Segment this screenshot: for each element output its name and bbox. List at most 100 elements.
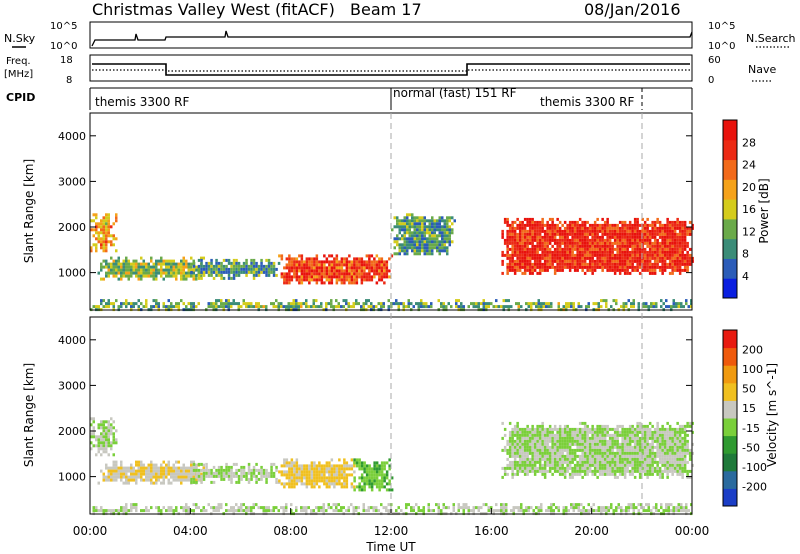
- data-cell: [608, 265, 612, 269]
- data-cell: [165, 509, 168, 513]
- data-cell: [663, 232, 667, 236]
- data-cell: [568, 262, 572, 266]
- data-cell: [132, 259, 135, 263]
- data-cell: [237, 468, 241, 472]
- data-cell: [643, 457, 647, 461]
- data-cell: [422, 305, 425, 309]
- data-cell: [658, 253, 662, 257]
- data-cell: [628, 442, 632, 446]
- data-cell: [608, 442, 612, 446]
- data-cell: [152, 271, 155, 275]
- data-cell: [586, 460, 589, 464]
- data-cell: [618, 424, 622, 428]
- data-cell: [511, 463, 514, 467]
- data-cell: [568, 433, 572, 437]
- data-cell: [165, 466, 168, 470]
- data-cell: [573, 430, 577, 434]
- data-cell: [628, 220, 632, 224]
- data-cell: [632, 302, 635, 306]
- data-cell: [260, 305, 263, 309]
- data-cell: [576, 229, 579, 233]
- data-cell: [167, 509, 170, 513]
- data-cell: [623, 247, 627, 251]
- data-cell: [681, 451, 684, 455]
- data-cell: [603, 229, 607, 233]
- data-cell: [230, 261, 233, 265]
- data-cell: [618, 472, 622, 476]
- data-cell: [382, 506, 385, 510]
- data-cell: [112, 432, 115, 436]
- data-cell: [240, 471, 243, 475]
- data-cell: [618, 442, 622, 446]
- data-cell: [571, 448, 574, 452]
- data-cell: [643, 232, 647, 236]
- data-cell: [170, 265, 173, 269]
- data-cell: [418, 225, 421, 229]
- data-cell: [646, 475, 649, 479]
- data-cell: [165, 259, 168, 263]
- data-cell: [298, 269, 301, 273]
- data-cell: [576, 454, 579, 458]
- data-cell: [641, 244, 644, 248]
- data-cell: [335, 509, 338, 513]
- data-cell: [683, 433, 687, 437]
- data-cell: [633, 466, 637, 470]
- data-cell: [338, 473, 341, 477]
- data-cell: [200, 462, 203, 466]
- data-cell: [616, 463, 619, 467]
- data-cell: [92, 243, 95, 247]
- data-cell: [648, 463, 652, 467]
- data-cell: [102, 228, 105, 232]
- data-cell: [688, 424, 692, 428]
- data-cell: [252, 503, 255, 507]
- data-cell: [160, 265, 163, 269]
- data-cell: [293, 473, 296, 477]
- data-cell: [290, 278, 294, 282]
- data-cell: [220, 270, 223, 274]
- data-cell: [390, 476, 394, 480]
- data-cell: [295, 470, 299, 474]
- data-cell: [528, 436, 532, 440]
- data-cell: [310, 260, 314, 264]
- data-cell: [603, 442, 607, 446]
- data-cell: [157, 472, 160, 476]
- data-cell: [676, 268, 679, 272]
- data-cell: [162, 259, 165, 263]
- data-cell: [192, 302, 195, 306]
- data-cell: [315, 269, 319, 273]
- data-cell: [315, 257, 319, 261]
- data-cell: [571, 466, 574, 470]
- data-cell: [328, 473, 331, 477]
- data-cell: [433, 234, 436, 238]
- data-cell: [616, 226, 619, 230]
- data-cell: [362, 305, 365, 309]
- data-cell: [232, 276, 236, 280]
- data-cell: [115, 249, 118, 253]
- data-cell: [112, 509, 115, 513]
- data-cell: [603, 427, 607, 431]
- data-cell: [132, 268, 135, 272]
- data-cell: [521, 238, 524, 242]
- data-cell: [513, 442, 517, 446]
- data-cell: [137, 268, 140, 272]
- data-cell: [670, 305, 673, 309]
- data-cell: [210, 468, 213, 472]
- data-cell: [227, 258, 231, 262]
- data-cell: [677, 305, 680, 309]
- data-cell: [591, 469, 594, 473]
- data-cell: [583, 262, 587, 266]
- data-cell: [472, 305, 475, 309]
- data-cell: [661, 256, 664, 260]
- data-cell: [616, 448, 619, 452]
- data-cell: [566, 259, 569, 263]
- data-cell: [653, 226, 657, 230]
- data-cell: [586, 454, 589, 458]
- data-cell: [122, 506, 125, 510]
- freq-label: Freq.: [6, 56, 31, 67]
- data-cell: [516, 433, 519, 437]
- data-cell: [170, 481, 173, 485]
- data-cell: [578, 259, 582, 263]
- data-cell: [553, 247, 557, 251]
- data-cell: [576, 448, 579, 452]
- data-cell: [521, 223, 524, 227]
